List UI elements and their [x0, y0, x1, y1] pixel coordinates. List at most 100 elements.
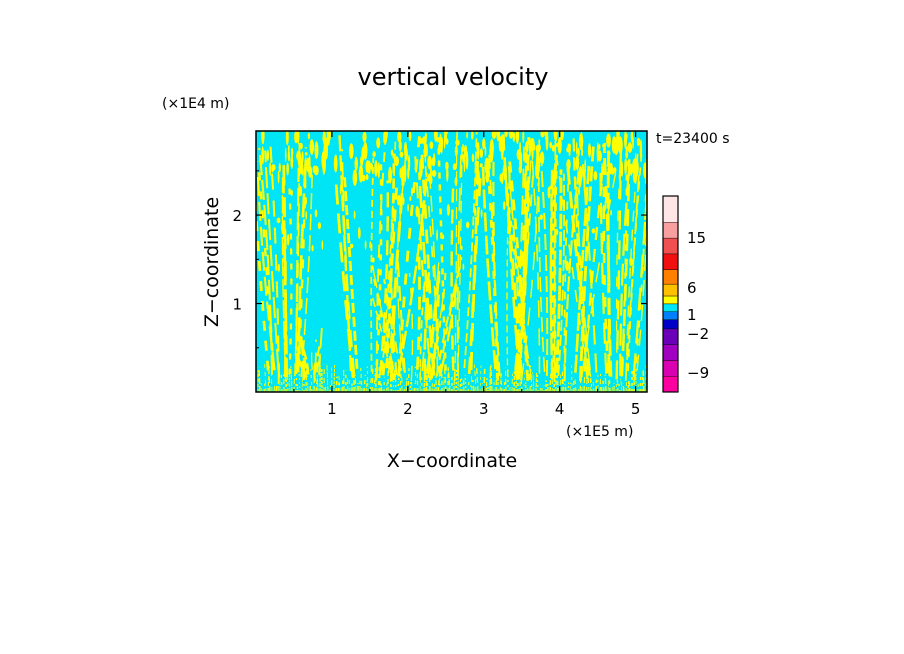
updraft-streak	[415, 252, 421, 370]
upper-cell	[363, 141, 368, 160]
updraft-streak	[515, 137, 530, 379]
updraft-streak	[636, 193, 647, 371]
colorbar-swatch	[662, 360, 679, 377]
boundary-layer-cell	[366, 366, 369, 392]
boundary-layer-cell	[373, 374, 376, 392]
updraft-streak	[264, 150, 280, 370]
updraft-streak	[481, 166, 497, 370]
upper-cell	[624, 131, 627, 149]
mid-cell	[559, 225, 563, 230]
upper-cell	[446, 166, 449, 182]
boundary-layer-cell	[585, 377, 588, 392]
boundary-layer-cell	[365, 379, 368, 392]
boundary-layer-cell	[277, 368, 280, 392]
updraft-streak	[602, 140, 610, 373]
upper-cell	[423, 137, 426, 149]
mid-cell	[492, 246, 495, 258]
upper-cell	[324, 136, 327, 153]
upper-cell	[307, 132, 311, 140]
upper-cell	[578, 133, 584, 150]
updraft-streak	[343, 174, 359, 369]
boundary-layer-cell	[378, 365, 381, 392]
boundary-layer-cell	[335, 376, 338, 392]
upper-cell	[308, 154, 311, 173]
mid-cell	[290, 189, 293, 196]
upper-cell	[618, 136, 623, 155]
upper-cell	[634, 159, 639, 177]
boundary-layer-cell	[298, 370, 301, 392]
boundary-layer-cell	[599, 373, 602, 392]
upper-cell	[463, 144, 468, 158]
boundary-layer-cell	[354, 375, 357, 392]
boundary-layer-cell	[287, 366, 289, 392]
updraft-streak	[295, 168, 300, 375]
boundary-layer-cell	[326, 364, 329, 392]
boundary-layer-cell	[437, 379, 440, 392]
boundary-layer-cell	[474, 364, 477, 392]
upper-cell	[560, 131, 564, 141]
boundary-layer-cell	[348, 377, 351, 392]
updraft-streak	[507, 153, 530, 381]
boundary-layer-cell	[583, 375, 586, 392]
boundary-layer-cell	[615, 379, 618, 392]
mid-cell	[276, 217, 281, 224]
upper-cell	[290, 147, 294, 158]
upper-cell	[535, 144, 540, 154]
upper-cell	[352, 169, 358, 186]
updraft-streak	[520, 182, 540, 382]
mid-cell	[502, 201, 506, 210]
updraft-streak	[428, 174, 439, 373]
mid-cell	[537, 196, 540, 207]
updraft-streak	[557, 173, 566, 376]
boundary-layer-cell	[333, 364, 336, 392]
colorbar-swatch	[662, 311, 679, 320]
upper-cell	[515, 132, 518, 141]
upper-cell	[313, 165, 319, 176]
time-label: t=23400 s	[656, 131, 730, 147]
boundary-layer-cell	[447, 370, 451, 392]
upper-cell	[485, 172, 490, 183]
updraft-streak	[556, 160, 588, 371]
upper-cell	[372, 151, 376, 158]
mid-cell	[552, 175, 556, 186]
boundary-layer-cell	[416, 374, 419, 392]
upper-cell	[462, 143, 464, 152]
colorbar-swatch	[662, 269, 679, 285]
boundary-layer-cell	[587, 376, 590, 392]
updraft-streak	[334, 179, 355, 378]
mid-cell	[286, 234, 290, 246]
x-tick-label: 4	[555, 400, 565, 418]
y-tick-label: 2	[232, 207, 242, 225]
mid-cell	[422, 200, 426, 212]
upper-cell	[284, 147, 287, 162]
mid-cell	[299, 185, 303, 197]
boundary-layer-cell	[419, 364, 422, 392]
upper-cell	[525, 141, 529, 153]
upper-cell	[365, 160, 370, 173]
x-tick-label: 3	[479, 400, 489, 418]
colorbar-swatch	[662, 253, 679, 270]
boundary-layer-cell	[599, 383, 603, 392]
updraft-streak	[396, 255, 406, 373]
boundary-layer-cell	[556, 375, 559, 392]
upper-cell	[269, 162, 272, 176]
x-tick-label: 2	[403, 400, 413, 418]
mid-cell	[305, 210, 308, 220]
upper-cell	[431, 169, 437, 177]
updraft-streak	[423, 149, 441, 377]
updraft-streak	[530, 145, 541, 374]
upper-cell	[598, 143, 601, 150]
boundary-layer-cell	[539, 384, 542, 392]
upper-cell	[618, 171, 622, 183]
boundary-layer-cell	[617, 382, 621, 392]
upper-cell	[522, 131, 525, 144]
updraft-streak	[599, 172, 608, 374]
upper-cell	[277, 170, 280, 184]
mid-cell	[579, 180, 581, 186]
upper-cell	[434, 131, 438, 142]
updraft-streak	[389, 157, 407, 382]
colorbar-swatch	[662, 319, 679, 330]
mid-cell	[314, 209, 318, 218]
upper-cell	[545, 131, 549, 151]
mid-cell	[446, 204, 450, 216]
